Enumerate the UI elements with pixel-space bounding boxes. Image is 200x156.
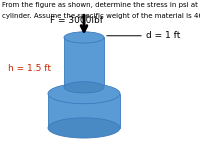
Text: d = 1 ft: d = 1 ft — [146, 31, 180, 40]
Ellipse shape — [48, 83, 120, 104]
Text: h = 1.5 ft: h = 1.5 ft — [8, 64, 51, 73]
Ellipse shape — [48, 118, 120, 138]
Text: cylinder. Assume the specific weight of the material is 460 lbf/ft²: cylinder. Assume the specific weight of … — [2, 12, 200, 19]
Bar — [64, 37, 104, 87]
Text: F = 3000lbf: F = 3000lbf — [50, 16, 103, 25]
Bar — [48, 94, 120, 128]
Ellipse shape — [64, 82, 104, 93]
Ellipse shape — [64, 32, 104, 43]
Text: From the figure as shown, determine the stress in psi at the top surface of the : From the figure as shown, determine the … — [2, 2, 200, 7]
